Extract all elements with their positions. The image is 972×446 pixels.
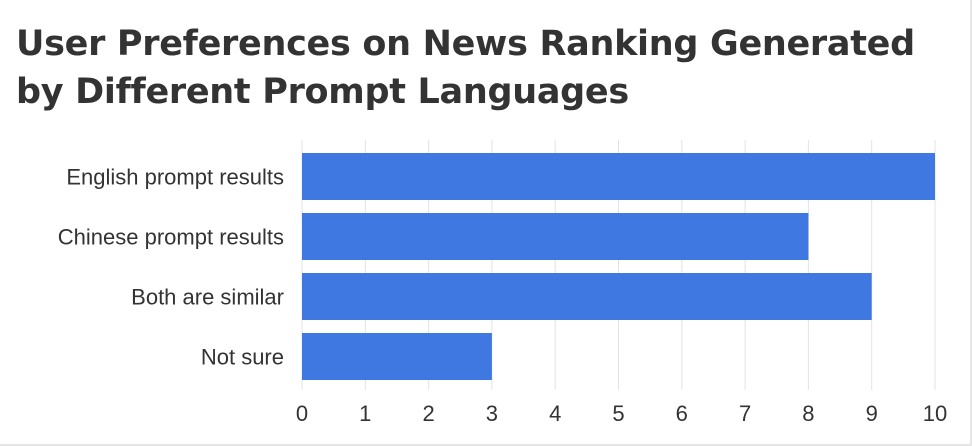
x-tick-label: 5 — [612, 401, 624, 426]
x-tick-label: 1 — [359, 401, 371, 426]
category-label: Not sure — [201, 345, 284, 370]
category-labels: English prompt results Chinese prompt res… — [58, 165, 284, 370]
x-tick-labels: 0 1 2 3 4 5 6 7 8 9 10 — [296, 401, 947, 426]
bar — [302, 153, 935, 200]
chart-title: User Preferences on News Ranking Generat… — [16, 24, 915, 112]
bar — [302, 333, 492, 380]
x-tick-label: 0 — [296, 401, 308, 426]
x-tick-label: 6 — [676, 401, 688, 426]
bar — [302, 273, 872, 320]
category-label: Chinese prompt results — [58, 225, 284, 250]
x-tick-label: 8 — [802, 401, 814, 426]
x-tick-label: 10 — [923, 401, 947, 426]
x-tick-label: 3 — [486, 401, 498, 426]
x-tick-label: 2 — [422, 401, 434, 426]
x-tick-label: 9 — [866, 401, 878, 426]
bar — [302, 213, 809, 260]
x-tick-label: 4 — [549, 401, 561, 426]
category-label: English prompt results — [66, 165, 284, 190]
category-label: Both are similar — [131, 285, 284, 310]
x-tick-label: 7 — [739, 401, 751, 426]
bars — [302, 153, 935, 380]
